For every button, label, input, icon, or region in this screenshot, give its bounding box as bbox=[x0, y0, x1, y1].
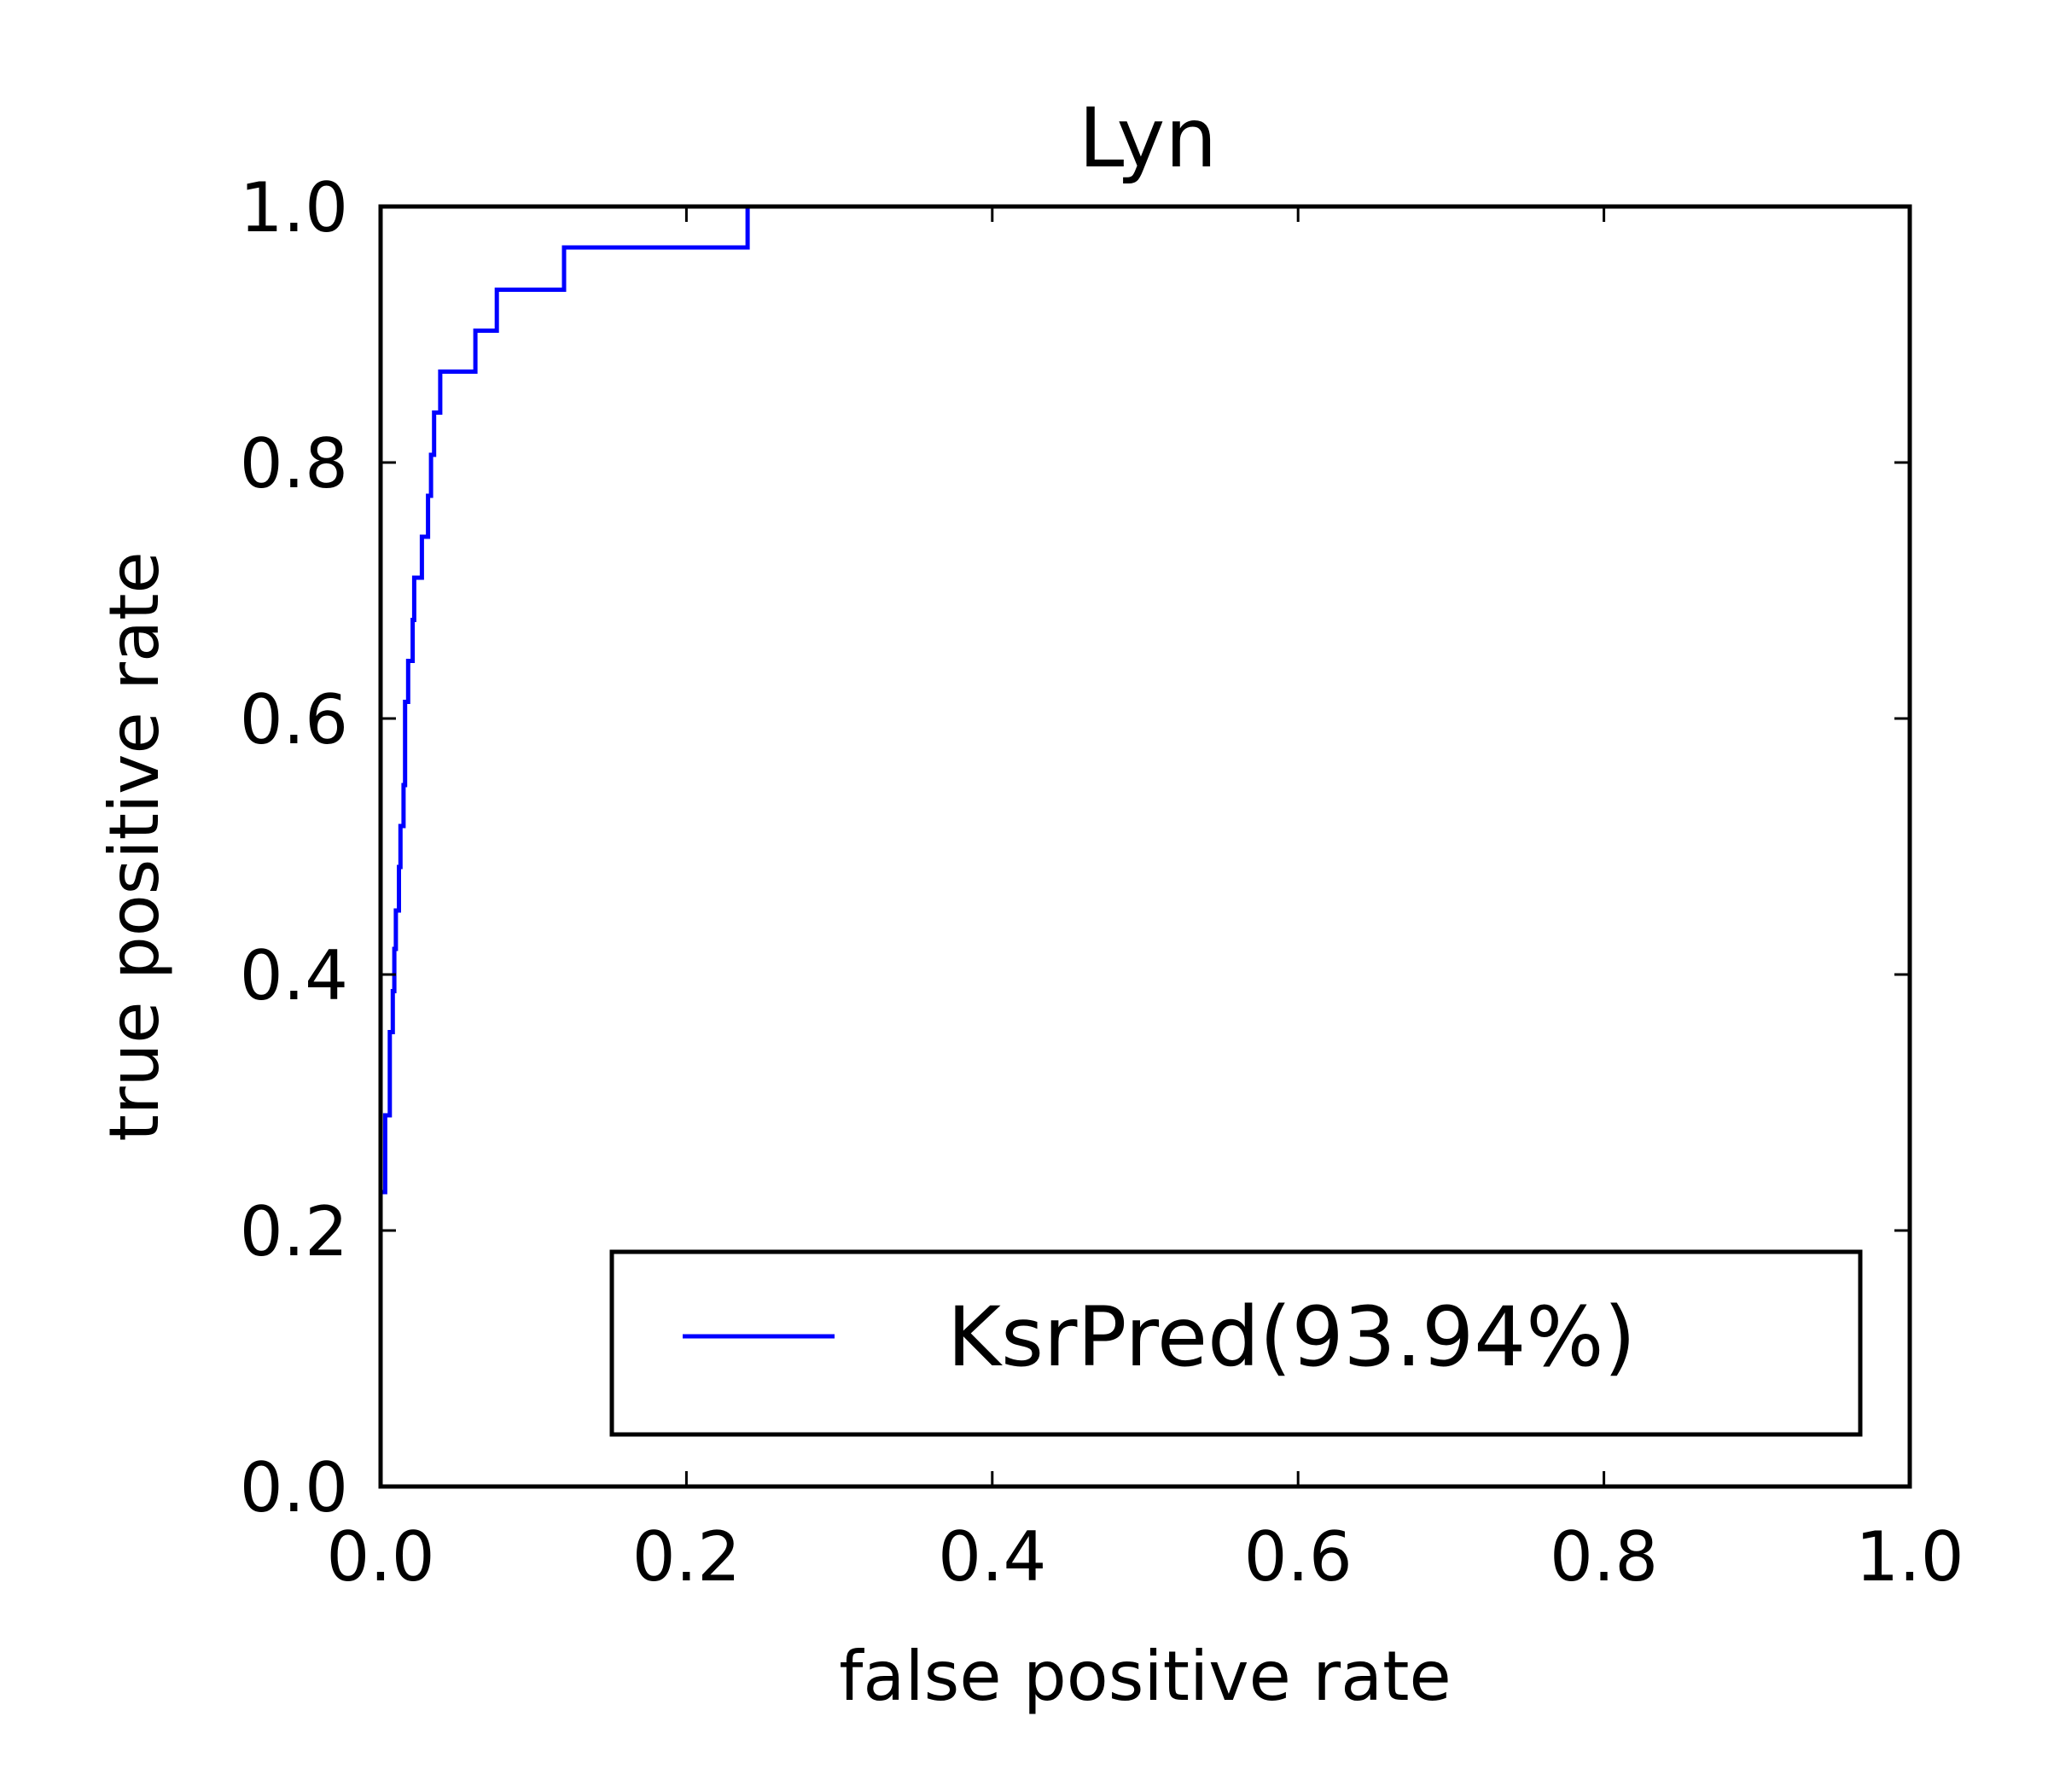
y-tick-label: 0.4 bbox=[240, 936, 348, 1015]
y-tick-label: 0.8 bbox=[240, 424, 348, 503]
x-tick-label: 0.0 bbox=[326, 1517, 434, 1597]
plot-frame bbox=[378, 204, 1912, 1489]
tick-marks bbox=[381, 207, 1910, 1487]
x-tick-label: 0.8 bbox=[1550, 1517, 1658, 1597]
y-axis-label: true positive rate bbox=[95, 551, 174, 1141]
legend-frame bbox=[609, 1249, 1863, 1437]
y-tick-label: 0.2 bbox=[240, 1192, 348, 1271]
legend: KsrPred(93.94%) bbox=[609, 1249, 1863, 1437]
x-tick-label: 0.4 bbox=[938, 1517, 1046, 1597]
x-tick-label: 0.2 bbox=[632, 1517, 741, 1597]
chart-title: Lyn bbox=[1079, 90, 1217, 186]
series-layer bbox=[378, 204, 1023, 1359]
x-tick-label: 0.6 bbox=[1244, 1517, 1353, 1597]
x-tick-labels: 0.0 0.2 0.4 0.6 0.8 1.0 bbox=[326, 1517, 1964, 1597]
y-tick-label: 1.0 bbox=[240, 168, 348, 247]
y-tick-label: 0.6 bbox=[240, 680, 348, 759]
legend-label: KsrPred(93.94%) bbox=[947, 1289, 1636, 1385]
y-tick-label: 0.0 bbox=[240, 1448, 348, 1527]
series-line-0 bbox=[378, 204, 1023, 1359]
x-tick-label: 1.0 bbox=[1855, 1517, 1964, 1597]
x-axis-label: false positive rate bbox=[839, 1637, 1451, 1716]
y-tick-labels: 0.0 0.2 0.4 0.6 0.8 1.0 bbox=[240, 168, 348, 1527]
